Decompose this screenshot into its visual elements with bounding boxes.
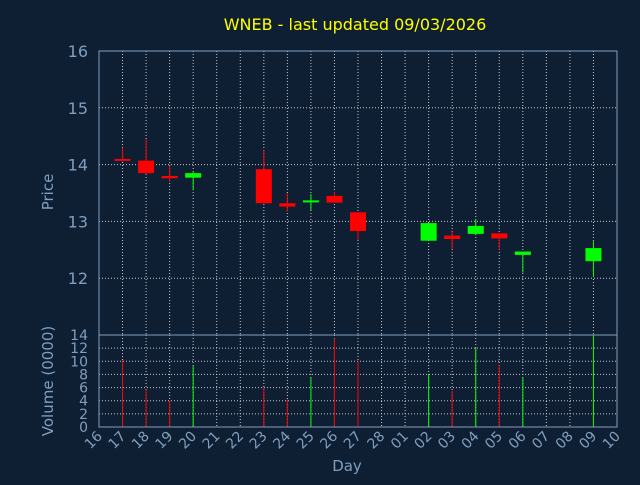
volume-tick-label: 0 (79, 420, 88, 436)
day-tick-label: 01 (388, 429, 412, 453)
candle-body-23 (255, 169, 272, 204)
day-tick-label: 26 (317, 428, 341, 452)
day-tick-label: 27 (341, 429, 365, 453)
day-tick-label: 22 (223, 429, 247, 453)
price-tick-labels: 12 13 14 15 16 (68, 42, 88, 288)
candle-body-20 (185, 173, 202, 178)
price-tick-label: 16 (68, 42, 88, 61)
volume-series (122, 335, 594, 427)
day-tick-label: 18 (129, 429, 153, 453)
day-tick-label: 06 (506, 428, 530, 452)
chart-title: WNEB - last updated 09/03/2026 (224, 15, 487, 34)
day-tick-label: 21 (200, 429, 224, 453)
candle-body-17 (114, 158, 131, 161)
price-axis-label: Price (39, 174, 57, 211)
volume-tick-label: 4 (79, 394, 88, 410)
candle-body-04 (467, 225, 484, 234)
price-grid (98, 50, 618, 335)
plot-frames (98, 50, 618, 428)
day-tick-label: 09 (576, 429, 600, 453)
volume-tick-label: 14 (70, 328, 88, 344)
candle-body-19 (161, 175, 178, 179)
day-tick-label: 23 (247, 429, 271, 453)
candlestick-series (114, 139, 602, 278)
candle-body-02 (420, 223, 437, 241)
day-tick-label: 07 (529, 429, 553, 453)
candle-body-24 (279, 203, 296, 207)
candle-body-06 (514, 251, 531, 255)
volume-tick-label: 6 (79, 381, 88, 397)
volume-plot-frame (98, 334, 618, 428)
day-tick-labels: 16 17 18 19 20 21 22 23 24 25 26 27 28 01 02 03 04 05 06 07… (82, 428, 624, 452)
day-tick-label: 25 (294, 429, 318, 453)
volume-tick-label: 8 (79, 367, 88, 383)
volume-tick-label: 12 (70, 341, 88, 357)
price-tick-label: 12 (68, 269, 88, 288)
day-tick-label: 05 (482, 429, 506, 453)
price-tick-label: 13 (68, 212, 88, 231)
volume-axis-label: Volume (0000) (39, 326, 57, 436)
day-tick-label: 17 (105, 429, 129, 453)
volume-tick-label: 2 (79, 407, 88, 423)
volume-tick-label: 10 (70, 354, 88, 370)
day-tick-label: 28 (364, 429, 388, 453)
candle-body-18 (138, 160, 155, 174)
day-tick-label: 02 (412, 429, 436, 453)
price-tick-label: 15 (68, 99, 88, 118)
day-tick-label: 10 (600, 429, 624, 453)
day-tick-label: 03 (435, 429, 459, 453)
day-tick-label: 24 (270, 428, 294, 452)
day-tick-label: 19 (153, 429, 177, 453)
day-tick-label: 04 (459, 428, 483, 452)
candle-body-03 (444, 235, 461, 240)
candle-body-09 (585, 248, 602, 262)
candle-body-27 (350, 212, 366, 232)
day-axis-label: Day (332, 457, 362, 475)
candle-body-26 (326, 195, 343, 203)
day-tick-label: 08 (553, 429, 577, 453)
candle-body-25 (302, 200, 319, 203)
day-tick-label: 20 (176, 429, 200, 453)
candle-body-05 (491, 233, 508, 239)
price-tick-label: 14 (68, 156, 88, 175)
